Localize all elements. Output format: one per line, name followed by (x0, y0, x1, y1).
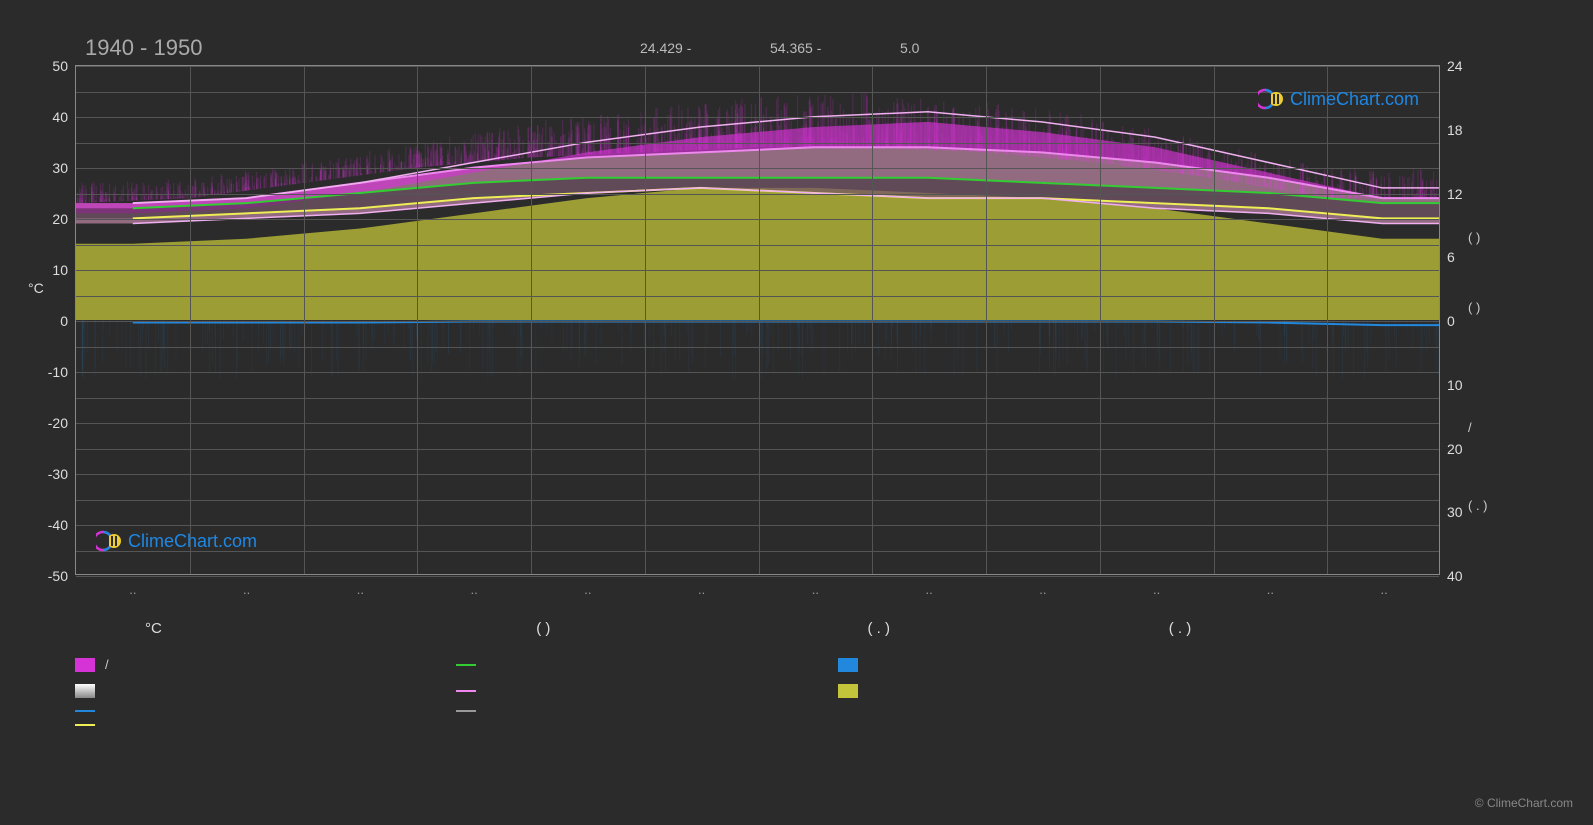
legend-label: / (105, 657, 109, 672)
legend-item (75, 684, 416, 698)
y-tick-left: -50 (48, 568, 68, 584)
x-tick: .. (1153, 582, 1160, 597)
copyright: © ClimeChart.com (1475, 796, 1573, 810)
legend-swatch (75, 724, 95, 726)
legend-headers: °C ( ) ( . ) ( . ) (75, 620, 1440, 637)
y-tick-right: 40 (1447, 568, 1463, 584)
legend-header-temp: °C (75, 620, 416, 637)
legend-header-3: ( . ) (808, 620, 1139, 637)
x-tick: .. (926, 582, 933, 597)
legend-swatch (456, 664, 476, 666)
header-lat: 24.429 - (640, 40, 691, 56)
y-tick-left: -30 (48, 466, 68, 482)
legend-swatch (75, 684, 95, 698)
plot-area: 50403020100-10-20-30-40-50 2418126010203… (75, 65, 1440, 575)
legend-swatch (838, 684, 858, 698)
legend-header-4: ( . ) (1139, 620, 1440, 637)
x-tick: .. (243, 582, 250, 597)
legend-swatch (838, 658, 858, 672)
y-tick-right: 0 (1447, 313, 1455, 329)
y-tick-left: 30 (52, 160, 68, 176)
logo-top-right: ClimeChart.com (1258, 86, 1419, 112)
y-axis-left-label: °C (28, 280, 44, 296)
legend-item (456, 657, 797, 672)
logo-icon (96, 528, 122, 554)
legend-item (456, 684, 797, 698)
header-lon: 54.365 - (770, 40, 821, 56)
y-tick-left: 40 (52, 109, 68, 125)
x-tick: .. (1267, 582, 1274, 597)
logo-text: ClimeChart.com (1290, 89, 1419, 110)
x-tick: .. (1381, 582, 1388, 597)
x-tick: .. (698, 582, 705, 597)
legend-swatch (75, 658, 95, 672)
legend-header-2: ( ) (416, 620, 807, 637)
y-tick-right: 10 (1447, 377, 1463, 393)
x-tick: .. (1039, 582, 1046, 597)
y-tick-right: 20 (1447, 441, 1463, 457)
x-tick: .. (584, 582, 591, 597)
y-tick-right: 18 (1447, 122, 1463, 138)
legend-swatch (456, 690, 476, 692)
logo-icon (1258, 86, 1284, 112)
legend-item: / (75, 657, 416, 672)
chart-title: 1940 - 1950 (85, 35, 202, 61)
x-tick: .. (812, 582, 819, 597)
y-tick-left: 20 (52, 211, 68, 227)
right-extra-1: ( ) (1468, 230, 1480, 245)
logo-bottom-left: ClimeChart.com (96, 528, 257, 554)
x-tick: .. (129, 582, 136, 597)
legend-item (75, 710, 416, 712)
legend-item (838, 684, 1179, 698)
y-tick-right: 6 (1447, 249, 1455, 265)
y-tick-right: 12 (1447, 186, 1463, 202)
y-tick-left: 10 (52, 262, 68, 278)
right-extra-4: ( . ) (1468, 498, 1488, 513)
header-elev: 5.0 (900, 40, 919, 56)
y-tick-left: 0 (60, 313, 68, 329)
x-tick: .. (471, 582, 478, 597)
y-tick-left: 50 (52, 58, 68, 74)
y-tick-right: 30 (1447, 504, 1463, 520)
x-tick: .. (357, 582, 364, 597)
legend-item (838, 710, 1179, 712)
legend-item (456, 710, 797, 712)
legend-swatch (456, 710, 476, 712)
y-tick-right: 24 (1447, 58, 1463, 74)
legend-swatch (75, 710, 95, 712)
right-extra-3: / (1468, 420, 1472, 435)
y-tick-left: -10 (48, 364, 68, 380)
right-extra-2: ( ) (1468, 300, 1480, 315)
y-tick-left: -40 (48, 517, 68, 533)
legend-item (838, 657, 1179, 672)
legend-item (75, 724, 416, 726)
y-tick-left: -20 (48, 415, 68, 431)
logo-text: ClimeChart.com (128, 531, 257, 552)
legend: °C ( ) ( . ) ( . ) / (75, 620, 1440, 738)
